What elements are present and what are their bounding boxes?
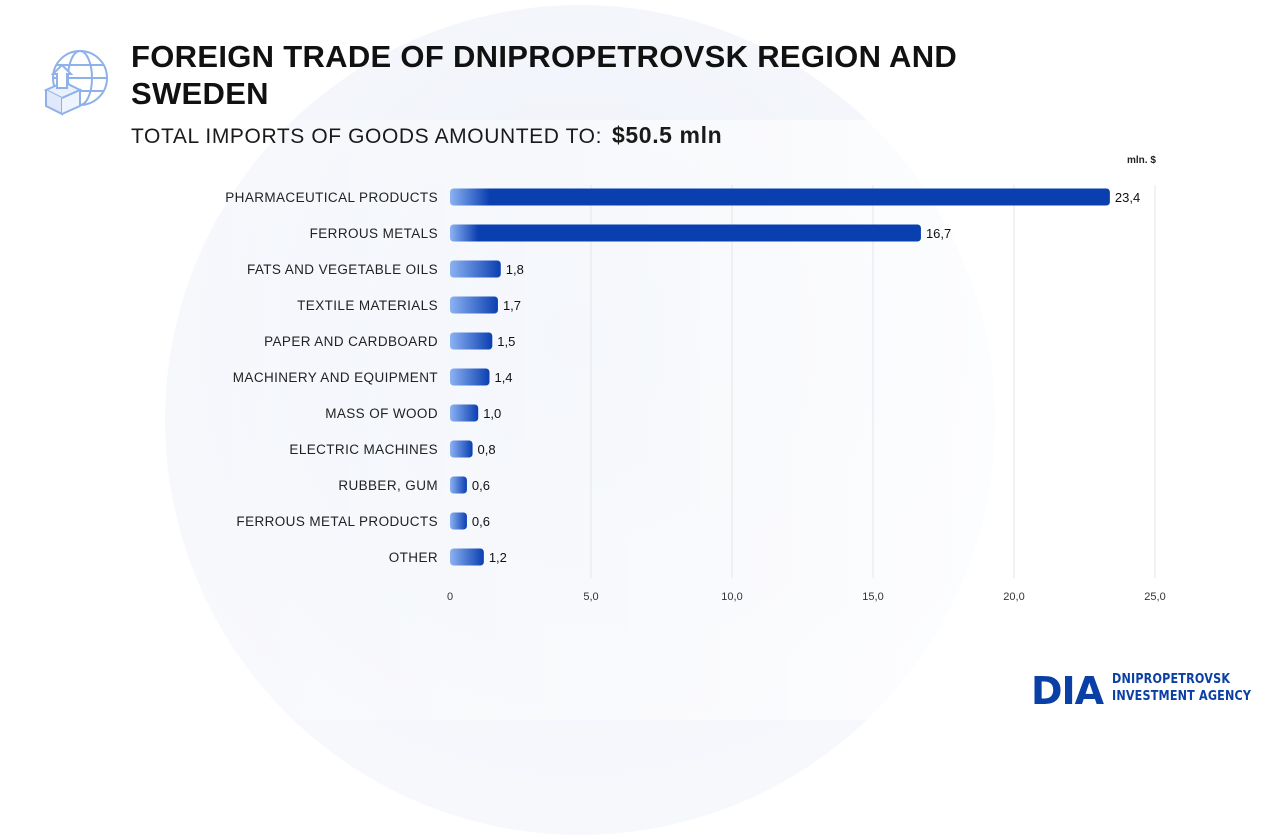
category-label: PHARMACEUTICAL PRODUCTS [225,190,438,205]
category-label: ELECTRIC MACHINES [289,442,438,457]
data-label: 1,5 [497,334,515,349]
bar [450,332,493,350]
data-label: 0,8 [478,442,496,457]
dia-logo-text: DIA [1031,669,1105,708]
bar-chart: 0 5,0 10,0 15,0 20,0 25,0 PHARMACEUTICAL PRODU… [225,185,1166,603]
x-tick-label: 0 [447,591,453,603]
data-label: 0,6 [472,514,490,529]
category-label: FERROUS METAL PRODUCTS [236,514,438,529]
brand-name: DNIPROPETROVSK INVESTMENT AGENCY [1112,671,1251,705]
bar [450,224,921,242]
data-label: 1,8 [506,262,524,277]
data-label: 0,6 [472,478,490,493]
category-label: FERROUS METALS [310,226,438,241]
data-label: 1,0 [483,406,501,421]
bar [450,548,484,566]
background-fade [0,120,1280,720]
bar [450,404,479,422]
data-label: 1,7 [503,298,521,313]
brand-line-1: DNIPROPETROVSK [1112,672,1231,687]
category-label: MASS OF WOOD [325,406,438,421]
subtitle-label: TOTAL IMPORTS OF GOODS AMOUNTED TO: [131,125,603,148]
globe-export-box-icon [43,50,108,116]
x-tick-label: 10,0 [721,591,742,603]
bar [450,368,490,386]
bar [450,440,473,458]
brand-logo: DIA DNIPROPETROVSK INVESTMENT AGENCY [1030,668,1251,710]
x-tick-label: 15,0 [862,591,883,603]
bar [450,296,498,314]
data-label: 16,7 [926,226,951,241]
category-label: PAPER AND CARDBOARD [264,334,438,349]
bar [450,476,467,494]
category-label: FATS AND VEGETABLE OILS [247,262,438,277]
dia-logo-mark: DIA [1031,669,1106,708]
x-tick-label: 25,0 [1144,591,1165,603]
total-imports-value: $50.5 mln [612,122,723,148]
page-title: FOREIGN TRADE OF DNIPROPETROVSK REGION A… [131,39,958,111]
category-label: RUBBER, GUM [338,478,438,493]
bar [450,260,501,278]
category-label: MACHINERY AND EQUIPMENT [233,370,438,385]
brand-line-2: INVESTMENT AGENCY [1112,689,1252,704]
x-tick-label: 20,0 [1003,591,1024,603]
data-label: 1,2 [489,550,507,565]
bar [450,512,467,530]
chart-subtitle: TOTAL IMPORTS OF GOODS AMOUNTED TO: $50.5… [131,122,722,149]
category-label: OTHER [389,550,438,565]
category-label: TEXTILE MATERIALS [297,298,438,313]
unit-label: mln. $ [1127,155,1156,166]
x-tick-label: 5,0 [583,591,598,603]
bar [450,188,1110,206]
data-label: 23,4 [1115,190,1140,205]
data-label: 1,4 [494,370,512,385]
